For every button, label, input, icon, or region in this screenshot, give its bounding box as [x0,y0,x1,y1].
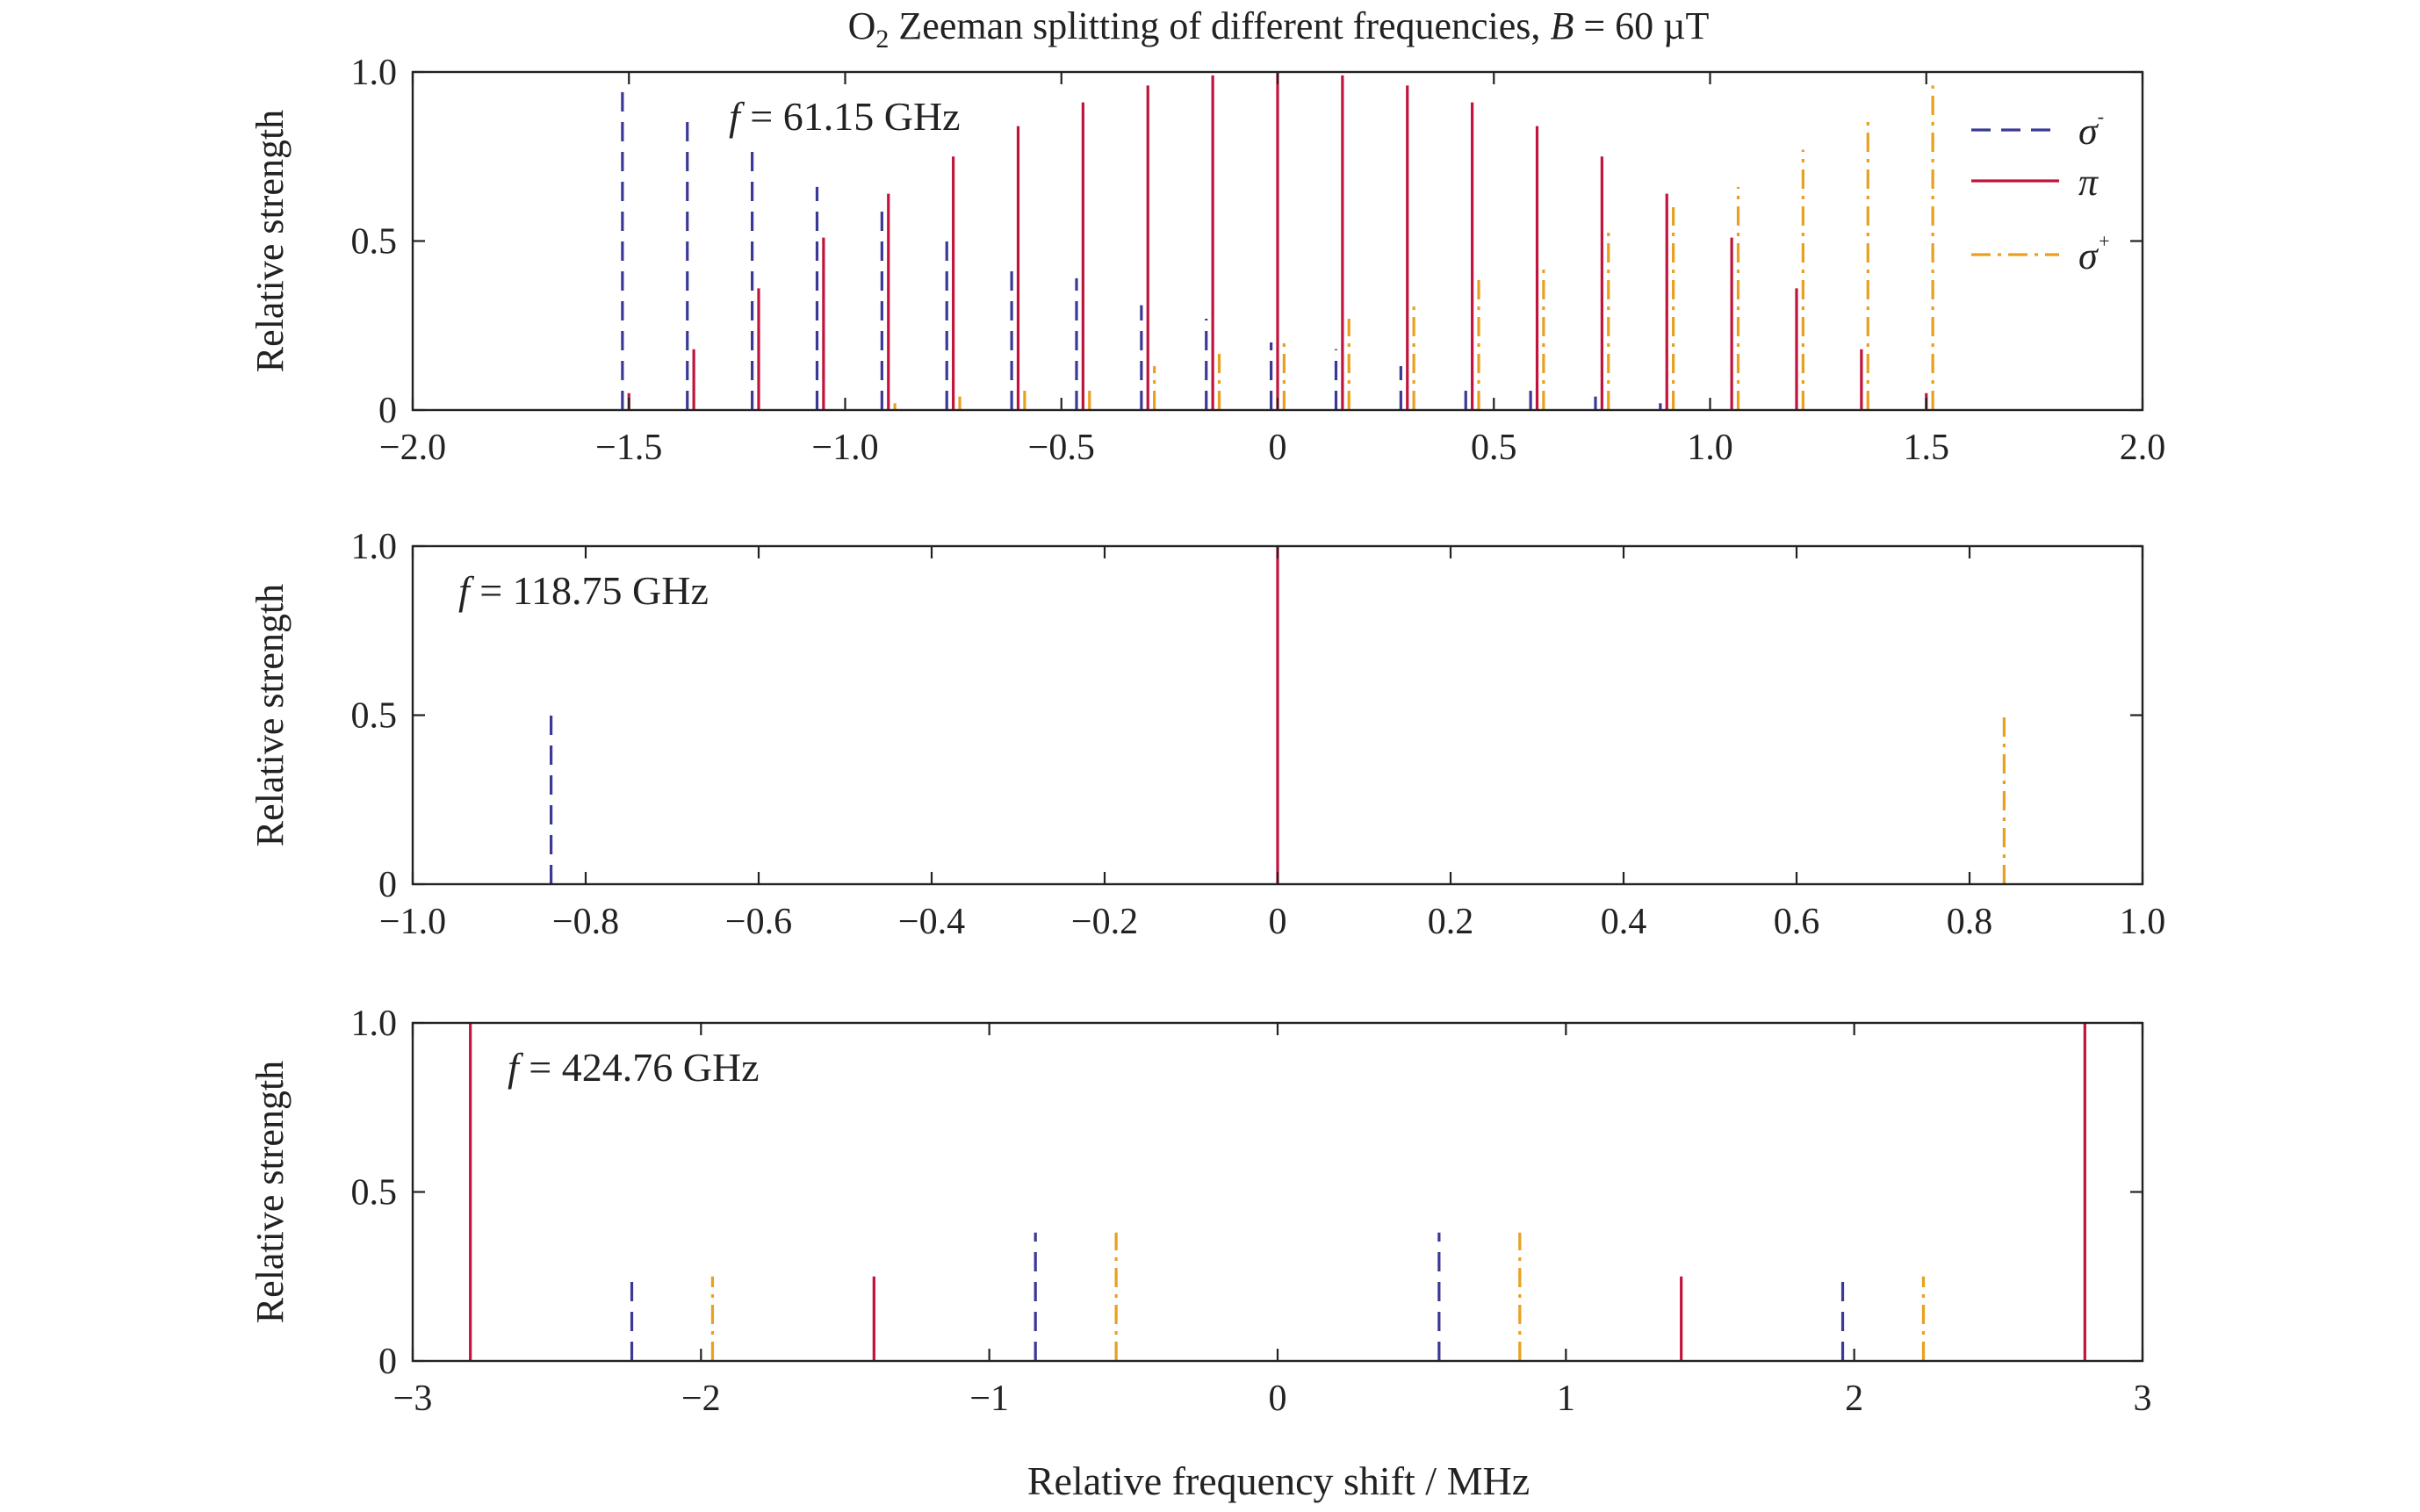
x-tick-label: 0.8 [1947,902,1993,942]
chart-panel-3: −3 −2 −1 0 1 2 3 0 0.5 1.0 Relative strength f = 42… [248,1004,2152,1419]
x-axis-label: Relative frequency shift / MHz [1027,1458,1530,1503]
annotation-value: = 61.15 GHz [740,94,961,139]
x-tick-label: 2 [1845,1379,1863,1419]
x-tick-label: −2 [681,1379,721,1419]
x-tick-label: −0.8 [552,902,619,942]
title-var: B [1550,4,1574,47]
chart-panel-1: −2.0 −1.5 −1.0 −0.5 0 0.5 1.0 1.5 2.0 0 0.5 1.0 Rela… [248,53,2165,468]
annotation-value: = 118.75 GHz [470,568,709,613]
x-tick-label: −0.4 [898,902,965,942]
legend: σ-πσ+ [1971,105,2111,277]
y-tick-label: 1.0 [351,53,398,93]
series-σ- [621,85,1662,410]
legend-symbol: σ [2078,234,2099,277]
series-π [469,1023,2086,1361]
x-tick-label: −2.0 [379,428,446,468]
x-tick-label: −0.2 [1071,902,1138,942]
title-pre: O [848,4,876,47]
x-tick-label: −1.0 [811,428,878,468]
y-tick-label: 0 [378,391,397,431]
title-sub: 2 [875,25,889,54]
x-tick-label: 1.0 [1687,428,1733,468]
y-tick-label: 1.0 [351,527,398,567]
title-mid: Zeeman splitting of different frequencie… [889,4,1550,47]
legend-label-0: σ- [2078,105,2104,153]
y-axis-label: Relative strength [248,584,292,846]
legend-superscript: - [2098,105,2104,127]
x-tick-label: 0.6 [1774,902,1820,942]
x-tick-label: −1.0 [379,902,446,942]
series-σ- [630,1232,1845,1361]
frequency-annotation: f = 424.76 GHz [508,1045,760,1090]
x-tick-label: 1.5 [1904,428,1950,468]
x-tick-label: 0 [1269,1379,1287,1419]
legend-symbol: π [2078,161,2099,204]
x-tick-label: 0.5 [1471,428,1517,468]
x-tick-label: 1 [1557,1379,1575,1419]
x-tick-label: −1 [969,1379,1009,1419]
x-tick-label: −1.5 [595,428,662,468]
legend-label-2: σ+ [2078,230,2111,277]
legend-label-1: π [2078,161,2099,204]
x-tick-label: −0.6 [725,902,792,942]
x-tick-label: 0.2 [1428,902,1474,942]
legend-superscript: + [2098,230,2111,252]
x-tick-label: 3 [2134,1379,2152,1419]
annotation-value: = 424.76 GHz [519,1045,760,1090]
x-tick-label: 1.0 [2120,902,2166,942]
x-tick-label: 0 [1269,902,1287,942]
title-post: = 60 µT [1574,4,1709,47]
y-tick-label: 0.5 [351,1173,398,1213]
series-σ+ [893,85,1934,410]
chart-panels: −2.0 −1.5 −1.0 −0.5 0 0.5 1.0 1.5 2.0 0 0.5 1.0 Rela… [248,53,2165,1419]
frequency-annotation: f = 118.75 GHz [458,568,709,613]
y-tick-label: 0 [378,1342,397,1382]
y-tick-label: 0 [378,865,397,905]
y-tick-label: 0.5 [351,222,398,263]
figure-title: O2 Zeeman splitting of different frequen… [848,4,1710,54]
x-tick-label: −3 [393,1379,433,1419]
y-tick-label: 0.5 [351,696,398,737]
series-σ+ [710,1232,1926,1361]
x-tick-label: 0.4 [1601,902,1647,942]
x-tick-label: 2.0 [2120,428,2166,468]
y-axis-label: Relative strength [248,110,292,372]
frequency-annotation: f = 61.15 GHz [729,94,961,139]
y-axis-label: Relative strength [248,1061,292,1323]
legend-symbol: σ [2078,110,2099,153]
chart-panel-2: −1.0 −0.8 −0.6 −0.4 −0.2 0 0.2 0.4 0.6 0.8 1.0 0 0.5… [248,527,2165,942]
x-tick-label: −0.5 [1028,428,1095,468]
y-tick-label: 1.0 [351,1004,398,1044]
x-tick-label: 0 [1269,428,1287,468]
